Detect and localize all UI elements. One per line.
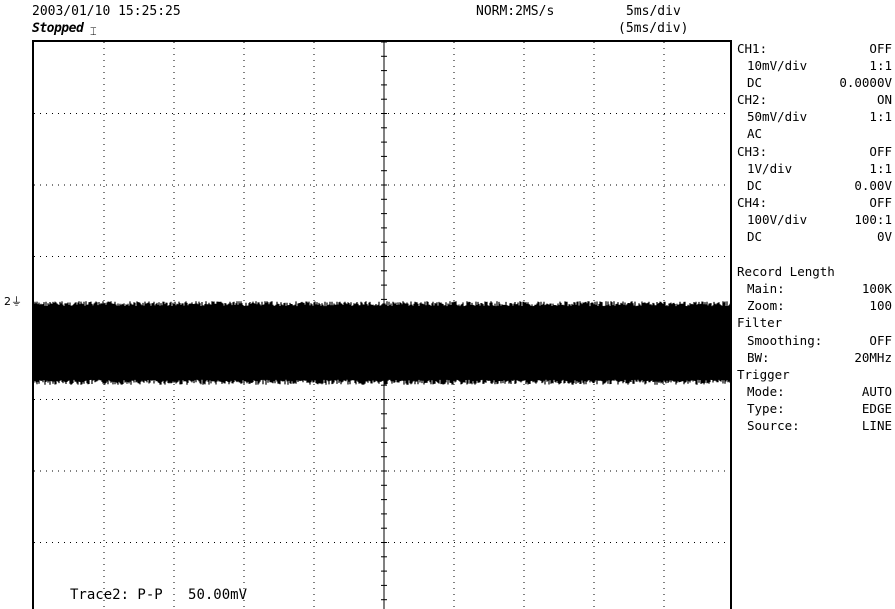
measurement-readout: Trace2: P-P 50.00mV [70,587,247,603]
ch3-vdiv: 1V/div [747,160,793,176]
ch4-name: CH4: [737,194,768,210]
trigger-type-label: Type: [747,400,785,416]
ch2-coupling: AC [747,126,763,142]
ch4-vdiv: 100V/div [747,211,808,227]
waveform-display[interactable]: Trace2: P-P 50.00mV [32,40,732,609]
record-zoom-value: 100 [869,298,892,314]
ch1-offset: 0.0000V [839,75,892,91]
time-per-div: 5ms/div [626,4,681,19]
trigger-source-value: LINE [861,417,892,433]
ch1-vdiv: 10mV/div [747,58,808,74]
ch3-scale: 1V/div 1:1 [737,160,892,177]
ch2-state: ON [876,92,892,108]
ch1-name: CH1: [737,41,768,56]
readout-value: 50.00mV [188,587,248,603]
smoothing-label: Smoothing: [747,332,823,348]
record-length-label: Record Length [737,264,835,280]
trigger-mode: Mode: AUTO [737,383,892,400]
readout-label: Trace2: P-P [70,587,163,603]
filter-smoothing: Smoothing: OFF [737,332,892,349]
trigger-source-label: Source: [747,417,800,433]
ch1-scale: 10mV/div 1:1 [737,57,892,74]
ch4-header[interactable]: CH4: OFF [737,194,892,211]
record-zoom-label: Zoom: [747,298,785,314]
ch1-state: OFF [869,41,892,56]
ch2-name: CH2: [737,92,768,108]
ground-level-marker: 2⏚ [4,296,22,308]
filter-bw: BW: 20MHz [737,349,892,366]
bw-label: BW: [747,349,770,365]
acquisition-mode: NORM:2MS/s [476,4,555,19]
ch4-coupling-row: DC 0V [737,228,892,245]
ch2-probe: 1:1 [869,109,892,125]
ch1-probe: 1:1 [869,58,892,74]
ground-channel-number: 2 [4,295,11,308]
ch1-coupling-row: DC 0.0000V [737,74,892,91]
filter-title[interactable]: Filter [737,314,892,331]
ch3-coupling-row: DC 0.00V [737,177,892,194]
ch4-state: OFF [869,194,892,210]
ch4-offset: 0V [876,229,892,245]
trigger-type: Type: EDGE [737,400,892,417]
trigger-title[interactable]: Trigger [737,366,892,383]
trigger-type-value: EDGE [861,400,892,416]
bw-value: 20MHz [854,349,892,365]
ch3-header[interactable]: CH3: OFF [737,143,892,160]
record-length-title[interactable]: Record Length [737,263,892,280]
ch3-state: OFF [869,143,892,159]
ch3-probe: 1:1 [869,160,892,176]
ground-icon: ⏚ [11,295,22,308]
zoom-time-per-div: (5ms/div) [618,21,689,36]
trigger-label: Trigger [737,366,790,382]
ch2-vdiv: 50mV/div [747,109,808,125]
ch3-name: CH3: [737,143,768,159]
waveform-trace [34,301,730,385]
record-main-label: Main: [747,281,785,297]
graticule [34,42,730,609]
ch1-coupling: DC [747,75,763,91]
ch4-coupling: DC [747,229,763,245]
record-main: Main: 100K [737,280,892,297]
status-indicator: Stopped [32,21,84,36]
trigger-source: Source: LINE [737,417,892,434]
filter-label: Filter [737,315,783,331]
cursor-icon: ⌶ [90,25,97,38]
ch1-header[interactable]: CH1: OFF [737,40,892,57]
ch4-scale: 100V/div 100:1 [737,211,892,228]
datetime: 2003/01/10 15:25:25 [32,4,181,19]
ch2-coupling-row: AC [737,125,892,142]
ch4-probe: 100:1 [854,211,892,227]
ch3-offset: 0.00V [854,177,892,193]
ch2-scale: 50mV/div 1:1 [737,108,892,125]
ch2-header[interactable]: CH2: ON [737,91,892,108]
ch3-coupling: DC [747,177,763,193]
trigger-mode-label: Mode: [747,383,785,399]
settings-panel: CH1: OFF 10mV/div 1:1 DC 0.0000V CH2: ON 50m… [737,40,892,434]
record-main-value: 100K [861,281,892,297]
smoothing-value: OFF [869,332,892,348]
record-zoom: Zoom: 100 [737,297,892,314]
trigger-mode-value: AUTO [861,383,892,399]
